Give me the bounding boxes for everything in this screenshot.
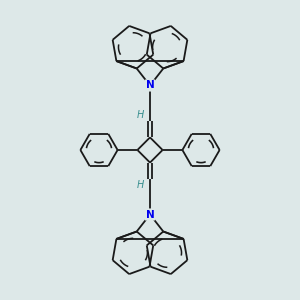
Text: H: H [137,110,145,120]
Text: N: N [146,209,154,220]
Text: H: H [137,180,145,190]
Text: N: N [146,80,154,91]
